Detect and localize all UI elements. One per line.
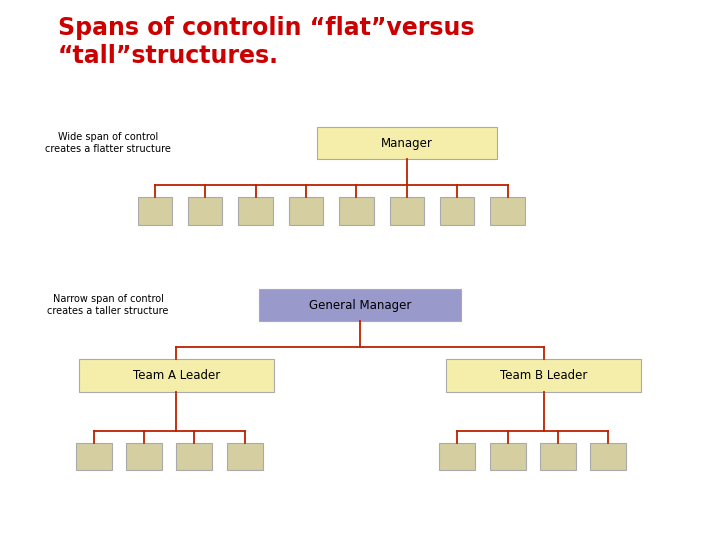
FancyBboxPatch shape	[590, 443, 626, 470]
Text: Team A Leader: Team A Leader	[132, 369, 220, 382]
FancyBboxPatch shape	[440, 197, 474, 225]
FancyBboxPatch shape	[227, 443, 263, 470]
FancyBboxPatch shape	[490, 443, 526, 470]
FancyBboxPatch shape	[79, 359, 274, 392]
FancyBboxPatch shape	[289, 197, 323, 225]
Text: Manager: Manager	[381, 137, 433, 150]
Text: Narrow span of control
creates a taller structure: Narrow span of control creates a taller …	[48, 294, 168, 316]
Text: Team B Leader: Team B Leader	[500, 369, 588, 382]
FancyBboxPatch shape	[76, 443, 112, 470]
FancyBboxPatch shape	[176, 443, 212, 470]
FancyBboxPatch shape	[339, 197, 374, 225]
FancyBboxPatch shape	[490, 197, 525, 225]
FancyBboxPatch shape	[259, 289, 461, 321]
FancyBboxPatch shape	[439, 443, 475, 470]
FancyBboxPatch shape	[188, 197, 222, 225]
FancyBboxPatch shape	[540, 443, 576, 470]
Text: Wide span of control
creates a flatter structure: Wide span of control creates a flatter s…	[45, 132, 171, 154]
FancyBboxPatch shape	[317, 127, 497, 159]
FancyBboxPatch shape	[138, 197, 172, 225]
FancyBboxPatch shape	[446, 359, 641, 392]
Text: Spans of controlin “flat”versus
“tall”structures.: Spans of controlin “flat”versus “tall”st…	[58, 16, 474, 68]
Text: General Manager: General Manager	[309, 299, 411, 312]
FancyBboxPatch shape	[126, 443, 162, 470]
FancyBboxPatch shape	[390, 197, 424, 225]
FancyBboxPatch shape	[238, 197, 273, 225]
